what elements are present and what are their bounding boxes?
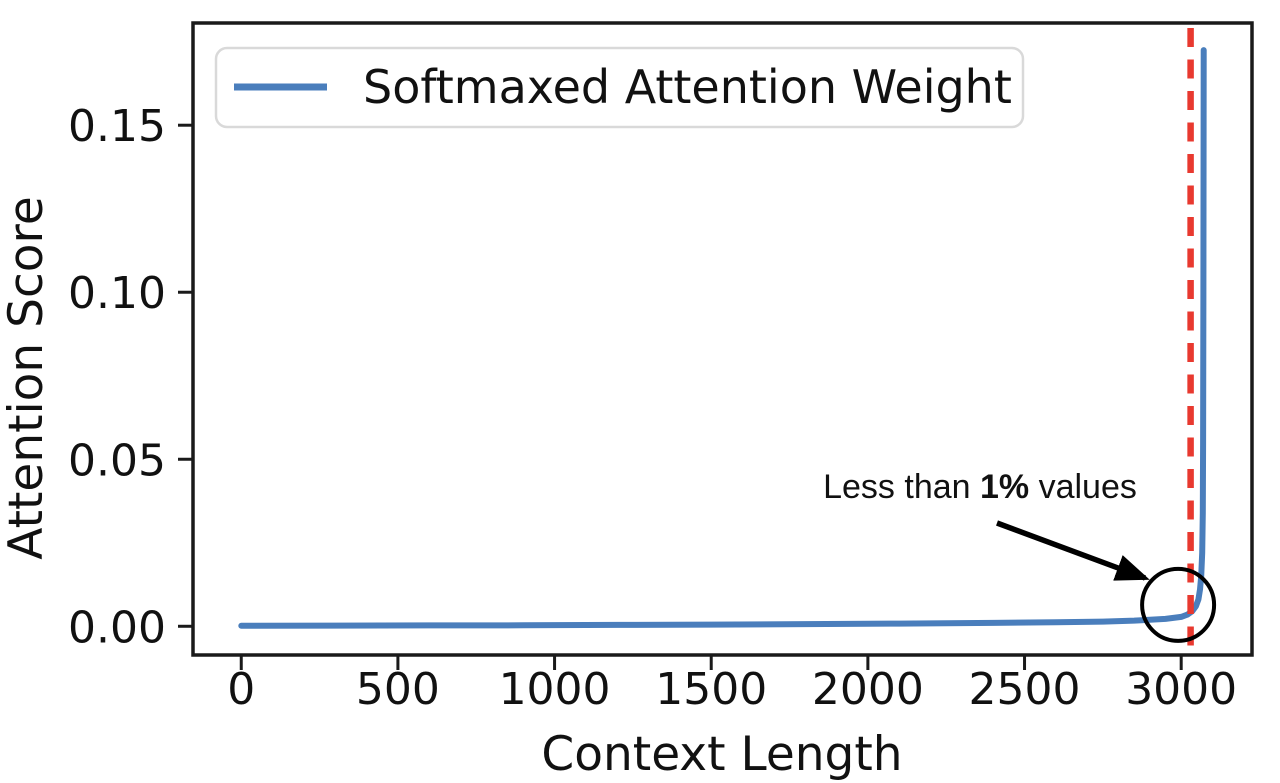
y-tick-label: 0.00 <box>68 602 166 653</box>
x-tick-label: 0 <box>227 664 255 715</box>
y-tick-label: 0.10 <box>68 268 166 319</box>
annotation-text-suffix: values <box>1029 468 1137 506</box>
y-tick-label: 0.15 <box>68 101 166 152</box>
highlight-circle <box>1140 566 1217 643</box>
x-tick-label: 3000 <box>1125 664 1237 715</box>
x-tick-label: 2500 <box>969 664 1081 715</box>
y-tick-label: 0.05 <box>68 435 166 486</box>
x-axis-ticks: 0 500 1000 1500 2000 2500 3000 <box>227 655 1237 715</box>
x-tick-label: 2000 <box>812 664 924 715</box>
legend-label: Softmaxed Attention Weight <box>363 60 1012 114</box>
x-tick-label: 500 <box>356 664 440 715</box>
x-axis-label: Context Length <box>541 727 902 782</box>
legend: Softmaxed Attention Weight <box>214 46 1025 129</box>
x-tick-label: 1500 <box>655 664 767 715</box>
annotation-text-prefix: Less than <box>823 468 980 506</box>
annotation-text-bold: 1% <box>980 468 1029 506</box>
annotation-arrow <box>996 520 1150 581</box>
annotation-text: Less than 1% values <box>823 468 1137 506</box>
plot-frame <box>191 21 1254 657</box>
attention-curve-line <box>238 47 1207 629</box>
x-tick-label: 1000 <box>499 664 611 715</box>
y-axis-ticks: 0.00 0.05 0.10 0.15 <box>68 101 193 653</box>
y-axis-label: Attention Score <box>0 196 54 560</box>
legend-box <box>214 46 1025 129</box>
